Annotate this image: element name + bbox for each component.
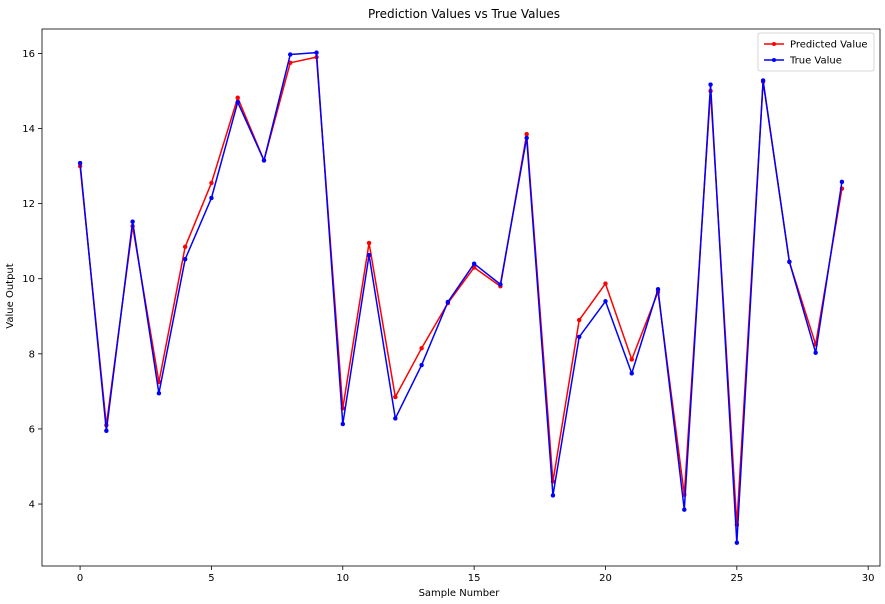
legend-box	[757, 32, 875, 72]
y-tick-label: 16	[22, 49, 35, 60]
data-point-true-value	[235, 99, 240, 105]
legend: Predicted Value True Value	[757, 32, 875, 72]
data-point-true-value	[156, 391, 162, 396]
data-point-predicted-value	[393, 394, 398, 400]
data-point-true-value	[760, 78, 766, 83]
y-tick-label: 8	[29, 349, 35, 360]
x-tick-label: 20	[599, 573, 612, 584]
data-point-true-value	[445, 299, 451, 305]
data-point-predicted-value	[209, 180, 214, 186]
data-point-true-value	[524, 135, 529, 141]
data-point-predicted-value	[524, 131, 529, 137]
axis-ticks: 0 5 10 15 20 25 30 4 6 8 10 12 14 16	[22, 49, 874, 584]
data-point-true-value	[708, 82, 713, 87]
data-point-true-value	[340, 421, 346, 427]
x-tick-label: 0	[77, 573, 83, 584]
data-point-true-value	[209, 195, 214, 201]
legend-label-true-value: True Value	[789, 56, 842, 67]
data-point-true-value	[261, 158, 267, 163]
data-point-true-value	[393, 416, 398, 421]
y-tick-label: 14	[22, 124, 35, 135]
data-point-true-value	[182, 256, 188, 262]
data-point-true-value	[603, 299, 608, 304]
plot-area	[42, 29, 880, 566]
data-point-true-value	[550, 493, 556, 498]
x-tick-label: 10	[336, 573, 349, 584]
axes-frame	[41, 28, 881, 567]
chart-title: Prediction Values vs True Values	[368, 7, 560, 21]
data-point-true-value	[734, 540, 740, 545]
data-point-true-value	[682, 507, 687, 512]
data-point-true-value	[130, 219, 135, 224]
series-lines	[77, 50, 845, 545]
data-point-true-value	[629, 371, 635, 376]
data-point-true-value	[287, 52, 293, 57]
y-tick-label: 10	[22, 274, 35, 285]
x-tick-label: 25	[730, 573, 743, 584]
data-point-true-value	[366, 252, 372, 258]
axes-border	[41, 28, 881, 567]
data-point-true-value	[576, 334, 582, 340]
y-tick-label: 12	[22, 199, 35, 210]
data-point-true-value	[471, 261, 477, 266]
data-point-predicted-value	[235, 95, 240, 100]
y-tick-label: 6	[29, 424, 35, 435]
data-point-true-value	[77, 160, 83, 166]
data-point-true-value	[498, 282, 503, 287]
data-point-true-value	[839, 179, 845, 185]
series-true-value	[77, 50, 845, 545]
y-tick-label: 4	[29, 500, 35, 511]
x-tick-label: 5	[208, 573, 214, 584]
data-point-true-value	[314, 50, 319, 55]
data-point-predicted-value	[366, 240, 372, 246]
data-point-predicted-value	[629, 357, 635, 362]
data-point-predicted-value	[419, 345, 424, 351]
legend-marker-predicted-value	[772, 42, 776, 46]
data-point-predicted-value	[576, 317, 582, 323]
data-point-true-value	[104, 428, 109, 434]
legend-marker-true-value	[772, 58, 776, 62]
series-line-true-value	[79, 51, 843, 544]
data-point-predicted-value	[603, 281, 608, 286]
data-point-true-value	[419, 362, 424, 368]
x-tick-label: 15	[468, 573, 481, 584]
data-point-true-value	[787, 259, 792, 265]
data-point-predicted-value	[182, 244, 188, 250]
data-point-true-value	[655, 286, 661, 292]
y-axis-label: Value Output	[5, 263, 16, 328]
x-tick-label: 30	[862, 573, 875, 584]
x-axis-label: Sample Number	[419, 588, 501, 599]
data-point-true-value	[813, 350, 818, 355]
legend-label-predicted-value: Predicted Value	[790, 40, 868, 51]
